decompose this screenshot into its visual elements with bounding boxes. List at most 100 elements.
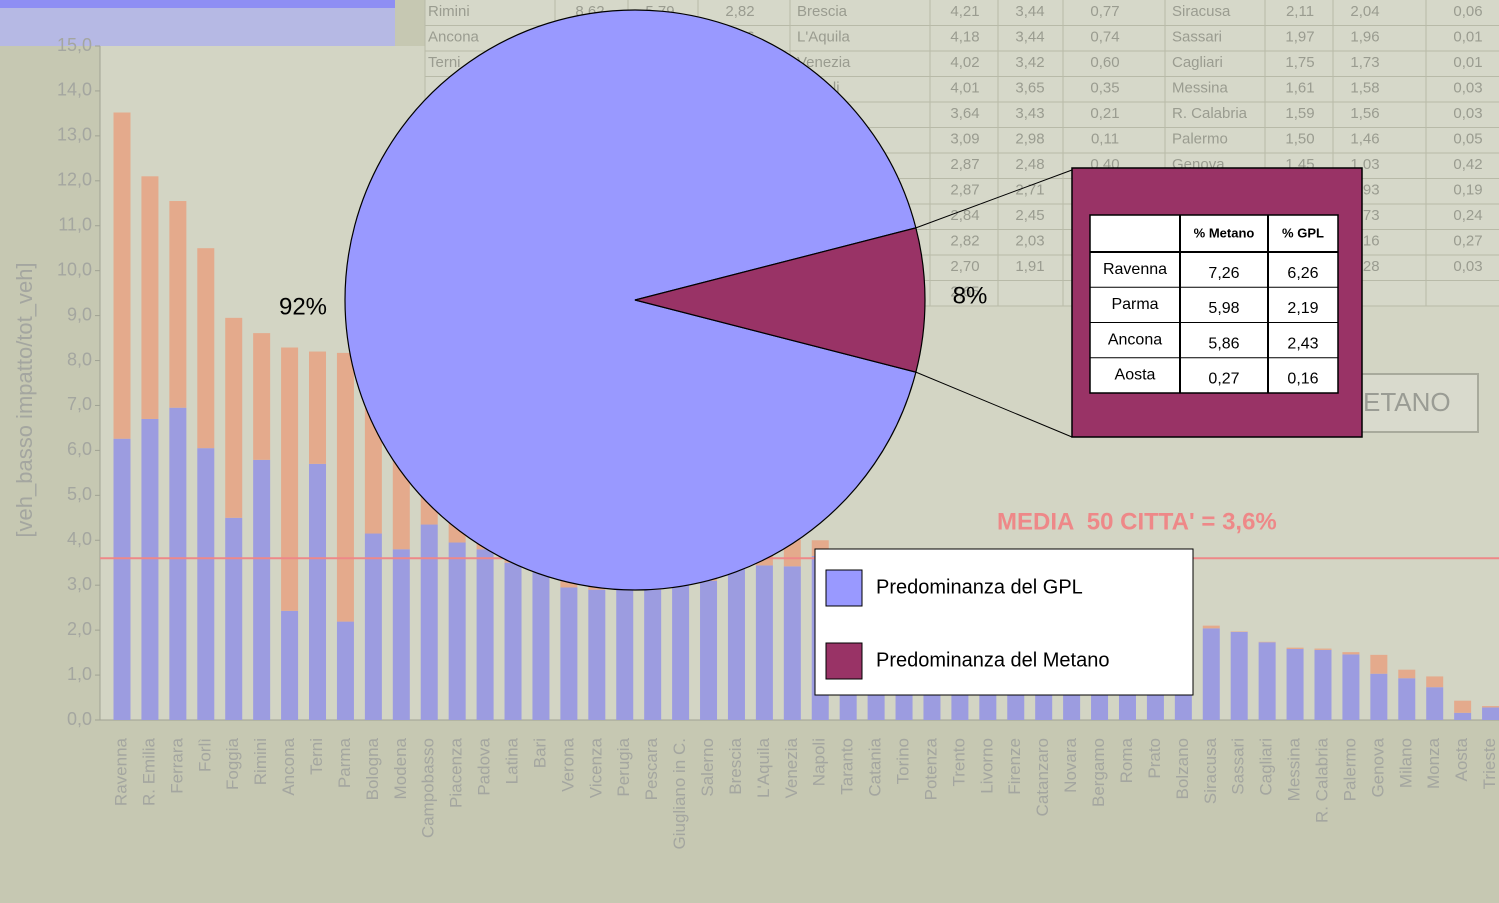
x-tick-label: Sassari <box>1229 738 1248 795</box>
x-tick-label: Potenza <box>921 737 940 800</box>
bar-segment <box>1286 649 1304 720</box>
bar-segment <box>448 542 466 720</box>
table-city: L'Aquila <box>797 28 851 45</box>
bar-segment <box>1482 707 1499 720</box>
table-value: 0,06 <box>1453 3 1482 20</box>
y-tick-label: 15,0 <box>57 35 92 55</box>
inset-row-label: Ancona <box>1108 331 1162 348</box>
table-value: 0,03 <box>1453 258 1482 275</box>
y-tick-label: 6,0 <box>67 439 92 459</box>
table-value: 1,73 <box>1350 54 1379 71</box>
table-value: 4,02 <box>950 54 979 71</box>
reference-label: MEDIA 50 CITTA' = 3,6% <box>997 509 1277 536</box>
y-tick-label: 9,0 <box>67 304 92 324</box>
x-tick-label: Roma <box>1117 737 1136 783</box>
inset-row-label: Parma <box>1111 296 1158 313</box>
legend-swatch <box>825 642 863 680</box>
connector <box>915 169 1073 229</box>
x-tick-label: Catanzaro <box>1033 738 1052 816</box>
y-tick-label: 10,0 <box>57 259 92 279</box>
table-value: 0,05 <box>1453 130 1482 147</box>
table-value: 1,96 <box>1350 28 1379 45</box>
bar-segment <box>1426 687 1444 720</box>
bar-segment <box>1202 628 1220 720</box>
table-value: 0,01 <box>1453 54 1482 71</box>
y-axis-label: [veh_basso impatto/tot_veh] <box>12 262 37 537</box>
y-tick-label: 13,0 <box>57 125 92 145</box>
table-city: R. Calabria <box>1172 105 1248 122</box>
x-tick-label: Napoli <box>810 738 829 786</box>
table-value: 0,11 <box>1091 130 1119 147</box>
bar-segment <box>1482 706 1499 708</box>
table-value: 4,21 <box>950 3 979 20</box>
table-value: 0,21 <box>1090 105 1119 122</box>
table-value: 2,11 <box>1286 3 1314 20</box>
x-tick-label: Novara <box>1061 737 1080 792</box>
table-value: 3,64 <box>950 105 979 122</box>
table-value: 3,09 <box>950 130 979 147</box>
x-tick-label: Ferrara <box>167 737 186 793</box>
x-tick-label: Terni <box>307 738 326 775</box>
x-tick-label: Salerno <box>698 738 717 797</box>
table-value: 0,03 <box>1453 79 1482 96</box>
table-value: 4,18 <box>950 28 979 45</box>
x-tick-label: Modena <box>391 737 410 799</box>
x-tick-label: Livorno <box>977 738 996 794</box>
x-tick-label: Prato <box>1145 738 1164 779</box>
table-value: 1,75 <box>1285 54 1314 71</box>
y-tick-label: 7,0 <box>67 394 92 414</box>
bar-segment <box>727 565 745 720</box>
pie-slice <box>634 227 926 373</box>
bar-segment <box>197 448 215 720</box>
inset-cell: 2,43 <box>1287 335 1318 352</box>
x-tick-label: R. Emilia <box>139 737 158 806</box>
table-city: Siracusa <box>1172 3 1231 20</box>
bar-segment <box>1342 652 1360 655</box>
table-value: 0,19 <box>1453 181 1482 198</box>
x-tick-label: Trieste <box>1480 738 1499 789</box>
bar-segment <box>113 112 131 439</box>
bar-segment <box>392 549 410 720</box>
bar-segment <box>616 589 634 720</box>
inset-row-label: Ravenna <box>1103 261 1167 278</box>
table-value: 0,77 <box>1090 3 1119 20</box>
table-value: 1,91 <box>1015 258 1044 275</box>
x-tick-label: Latina <box>503 737 522 784</box>
bar-segment <box>1398 669 1416 679</box>
table-value: 3,42 <box>1015 54 1044 71</box>
bar-segment <box>141 176 159 419</box>
bar-segment <box>253 459 271 720</box>
inset-cell: 6,26 <box>1287 265 1318 282</box>
inset-cell: 0,27 <box>1208 371 1239 388</box>
x-tick-label: Torino <box>894 738 913 784</box>
bar-segment <box>783 566 801 720</box>
table-value: 2,82 <box>725 3 754 20</box>
x-tick-label: Rimini <box>251 738 270 785</box>
bar-segment <box>1202 625 1220 629</box>
inset-cell: 2,19 <box>1287 300 1318 317</box>
bar-segment <box>1342 654 1360 720</box>
y-tick-label: 8,0 <box>67 349 92 369</box>
x-tick-label: Monza <box>1424 737 1443 789</box>
x-tick-label: Pescara <box>642 737 661 800</box>
bar-segment <box>644 589 662 720</box>
table-value: 2,65 <box>950 283 979 300</box>
bar-segment <box>476 549 494 720</box>
y-tick-label: 11,0 <box>58 214 92 234</box>
table-city: Messina <box>1172 79 1229 96</box>
inset-header: % GPL <box>1282 225 1324 240</box>
pie-label: 8% <box>953 282 988 309</box>
y-tick-label: 0,0 <box>67 709 92 729</box>
x-tick-label: Bolzano <box>1173 738 1192 799</box>
x-tick-label: Cagliari <box>1257 738 1276 796</box>
table-value: 2,71 <box>1015 181 1044 198</box>
bar-segment <box>532 567 550 720</box>
y-tick-label: 5,0 <box>67 484 92 504</box>
bar-segment <box>1370 654 1388 674</box>
bar-segment <box>113 438 131 720</box>
table-value: 1,50 <box>1285 130 1314 147</box>
y-tick-label: 3,0 <box>67 574 92 594</box>
table-city: Brescia <box>797 3 848 20</box>
table-value: 2,03 <box>1015 232 1044 249</box>
pie-slice <box>344 9 917 591</box>
